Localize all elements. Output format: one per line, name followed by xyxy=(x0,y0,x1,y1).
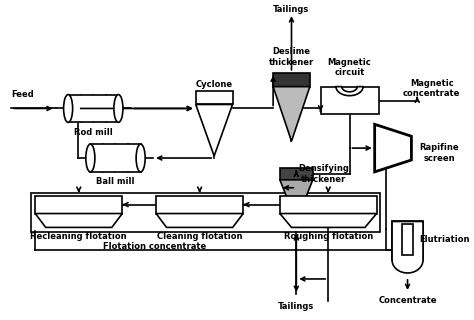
Text: Deslime
thickener: Deslime thickener xyxy=(269,47,314,67)
Polygon shape xyxy=(336,87,363,96)
Text: Magnetic
concentrate: Magnetic concentrate xyxy=(403,79,460,98)
Bar xyxy=(280,168,313,180)
Bar xyxy=(273,73,310,87)
Bar xyxy=(35,196,122,213)
Text: Rapifine
screen: Rapifine screen xyxy=(419,143,459,163)
Text: Densifying
thickener: Densifying thickener xyxy=(298,164,349,184)
Text: Magnetic
circuit: Magnetic circuit xyxy=(328,58,372,77)
Text: Roughing flotation: Roughing flotation xyxy=(283,232,373,241)
Ellipse shape xyxy=(114,95,123,122)
Bar xyxy=(392,221,423,260)
Bar xyxy=(196,91,233,105)
Text: Recleaning flotation: Recleaning flotation xyxy=(30,232,127,241)
Polygon shape xyxy=(392,221,423,273)
Polygon shape xyxy=(280,180,313,221)
Polygon shape xyxy=(156,213,243,228)
Text: Elutriation: Elutriation xyxy=(419,235,470,244)
Text: Flotation concentrate: Flotation concentrate xyxy=(103,242,206,251)
Text: Feed: Feed xyxy=(11,90,34,99)
Bar xyxy=(91,144,141,172)
Bar xyxy=(320,87,379,114)
Bar xyxy=(68,95,118,122)
Bar xyxy=(156,196,243,213)
Text: Cyclone: Cyclone xyxy=(196,80,233,89)
Ellipse shape xyxy=(86,144,95,172)
Polygon shape xyxy=(374,124,411,172)
Ellipse shape xyxy=(64,95,73,122)
Bar xyxy=(280,196,377,213)
Text: Tailings: Tailings xyxy=(273,5,310,14)
Polygon shape xyxy=(280,213,377,228)
Ellipse shape xyxy=(136,144,145,172)
Text: Cleaning flotation: Cleaning flotation xyxy=(157,232,242,241)
Text: Tailings: Tailings xyxy=(278,302,314,311)
Polygon shape xyxy=(273,87,310,141)
Polygon shape xyxy=(196,105,233,156)
Bar xyxy=(31,193,381,232)
Text: Ball mill: Ball mill xyxy=(96,177,135,186)
Text: Rod mill: Rod mill xyxy=(74,128,113,137)
Text: Concentrate: Concentrate xyxy=(378,296,437,305)
Bar xyxy=(402,224,413,255)
Polygon shape xyxy=(35,213,122,228)
